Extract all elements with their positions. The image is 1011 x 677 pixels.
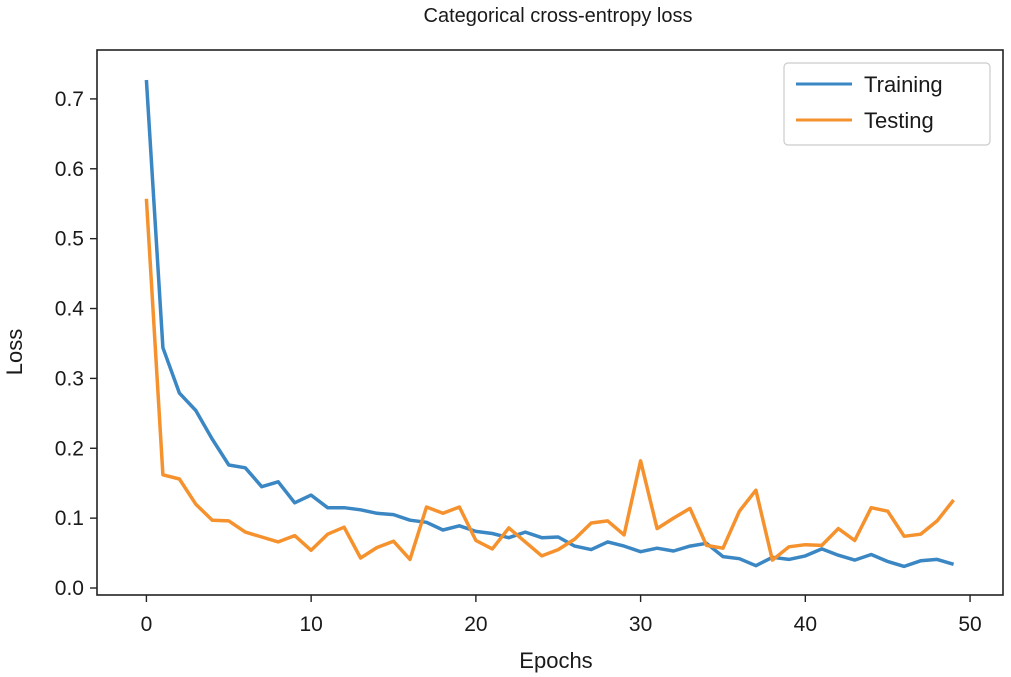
series-layer	[144, 79, 955, 569]
y-tick-label: 0.5	[55, 228, 84, 251]
x-tick-label: 50	[958, 613, 981, 636]
y-tick-label: 0.6	[55, 158, 84, 181]
x-axis-label: Epochs	[519, 648, 592, 673]
y-tick-label: 0.2	[55, 437, 84, 460]
y-tick-label: 0.7	[55, 88, 84, 111]
y-axis-label: Loss	[2, 329, 27, 375]
ticks-layer: 0 10 20 30 40 50 0.0 0.1 0.2 0.3 0.4 0.5 0.6 0.7	[55, 88, 982, 636]
legend-label-training: Training	[864, 72, 943, 97]
x-tick-label: 0	[141, 613, 153, 636]
chart-title: Categorical cross-entropy loss	[424, 5, 693, 27]
legend-label-testing: Testing	[864, 108, 934, 133]
y-tick-label: 0.4	[55, 298, 85, 321]
legend: Training Testing	[783, 62, 991, 146]
x-tick-label: 40	[794, 613, 817, 636]
x-tick-label: 20	[464, 613, 487, 636]
series-line-testing	[144, 198, 955, 562]
y-tick-label: 0.0	[55, 577, 84, 600]
x-tick-label: 10	[299, 613, 322, 636]
series-line-training	[144, 79, 955, 569]
y-tick-label: 0.3	[55, 367, 84, 390]
x-tick-label: 30	[629, 613, 652, 636]
y-tick-label: 0.1	[55, 507, 84, 530]
